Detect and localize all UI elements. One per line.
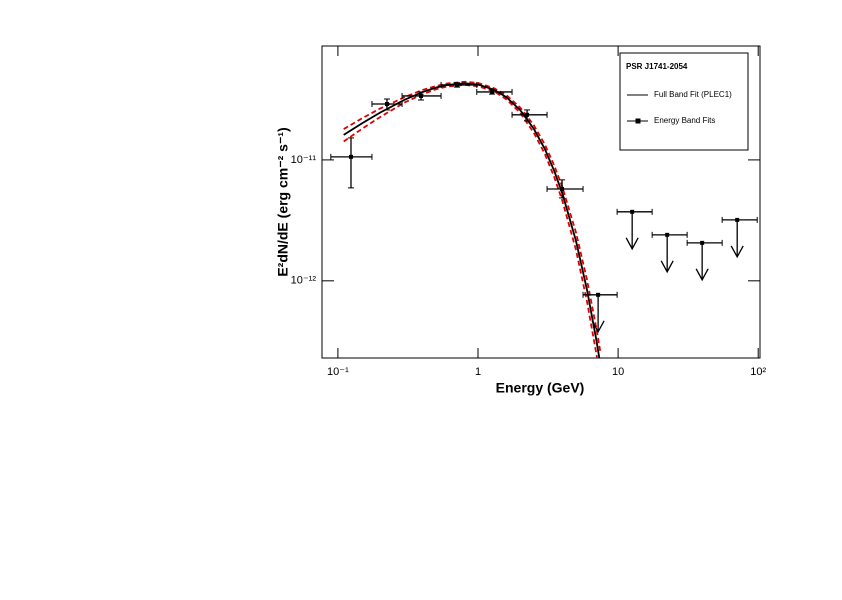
y-tick-label: 10⁻¹¹ xyxy=(291,154,317,166)
data-point xyxy=(596,292,601,297)
upper-limit-head xyxy=(660,260,674,274)
data-point xyxy=(384,101,389,106)
plot-area xyxy=(343,80,602,358)
y-tick-label: 10⁻¹² xyxy=(291,275,317,287)
data-point xyxy=(560,186,565,191)
legend-label: Full Band Fit (PLEC1) xyxy=(654,90,732,99)
fit-band xyxy=(343,80,602,354)
data-point xyxy=(665,232,670,237)
legend-marker xyxy=(635,118,641,124)
data-point xyxy=(700,240,705,245)
upper-limit-head xyxy=(591,320,605,334)
x-tick-label: 10 xyxy=(612,366,624,378)
fit-band xyxy=(343,84,598,358)
upper-limit-head xyxy=(625,237,639,251)
legend-title: PSR J1741-2054 xyxy=(626,62,688,71)
data-point xyxy=(454,82,459,87)
x-tick-label: 10² xyxy=(750,366,766,378)
legend-label: Energy Band Fits xyxy=(654,116,715,125)
data-point xyxy=(419,93,424,98)
data-point xyxy=(525,112,530,117)
x-tick-label: 1 xyxy=(475,366,481,378)
x-axis-title: Energy (GeV) xyxy=(496,380,585,396)
data-point xyxy=(490,89,495,94)
data-point xyxy=(348,154,353,159)
upper-limit-head xyxy=(695,268,709,282)
y-axis-title: E²dN/dE (erg cm⁻² s⁻¹) xyxy=(275,127,291,276)
upper-limit-head xyxy=(730,245,744,259)
plot-frame xyxy=(321,45,761,359)
x-tick-label: 10⁻¹ xyxy=(327,366,349,378)
data-point xyxy=(735,217,740,222)
data-point xyxy=(630,209,635,214)
legend-box xyxy=(619,52,749,151)
fit-line xyxy=(343,82,601,358)
